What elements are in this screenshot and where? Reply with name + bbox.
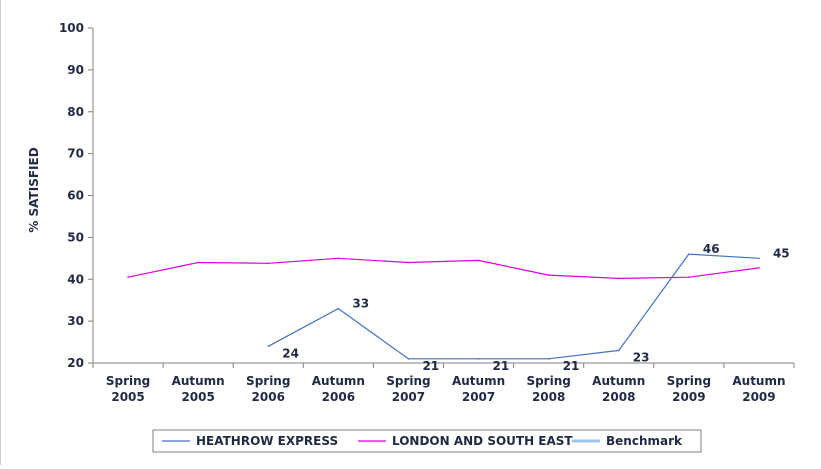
x-tick-label-line: Spring <box>667 374 711 388</box>
x-tick-label: Spring 2007 <box>386 374 430 404</box>
x-tick-label: Autumn 2008 <box>592 374 645 404</box>
y-tick-label: 60 <box>67 189 84 203</box>
x-tick-label: Autumn 2005 <box>172 374 225 404</box>
data-label: 45 <box>773 246 790 260</box>
x-tick-label-line: Spring <box>246 374 290 388</box>
data-point <box>758 267 760 269</box>
y-tick-label: 30 <box>67 314 84 328</box>
x-tick-label-line: Autumn <box>452 374 505 388</box>
data-point <box>267 345 270 348</box>
data-label: 23 <box>633 350 650 364</box>
data-point <box>477 358 480 360</box>
legend: HEATHROW EXPRESS LONDON AND SOUTH EAST Ben… <box>152 429 702 453</box>
x-tick-label: Spring 2006 <box>246 374 290 404</box>
x-tick-label: Autumn 2007 <box>452 374 505 404</box>
data-point <box>267 262 270 265</box>
series-line-0 <box>268 253 759 360</box>
x-tick-label-line: Autumn <box>732 374 785 388</box>
data-point <box>617 277 620 280</box>
legend-label: HEATHROW EXPRESS <box>196 434 338 448</box>
data-label: 21 <box>493 359 510 373</box>
data-point <box>407 358 410 360</box>
data-point <box>337 307 340 310</box>
data-point <box>197 261 199 264</box>
data-point <box>127 276 129 278</box>
y-tick-label: 100 <box>59 21 84 35</box>
x-tick-label: Spring 2005 <box>106 374 150 404</box>
data-point <box>407 261 410 264</box>
data-point <box>337 257 340 260</box>
x-tick-label: Spring 2009 <box>667 374 711 404</box>
x-tick-label-line: 2008 <box>602 390 635 404</box>
x-tick-label-line: 2005 <box>111 390 144 404</box>
x-tick-label-line: 2007 <box>462 390 495 404</box>
legend-label: LONDON AND SOUTH EAST <box>392 434 573 448</box>
x-tick-label-line: 2007 <box>392 390 425 404</box>
data-label: 24 <box>282 346 299 360</box>
data-point <box>547 358 550 360</box>
x-tick-label: Autumn 2009 <box>732 374 785 404</box>
x-tick-label-line: Autumn <box>592 374 645 388</box>
y-tick-label: 80 <box>67 105 84 119</box>
x-tick-label-line: Spring <box>106 374 150 388</box>
data-label: 46 <box>703 242 720 256</box>
x-tick-label-line: Spring <box>386 374 430 388</box>
x-tick-label-line: Spring <box>526 374 570 388</box>
data-point <box>758 257 760 260</box>
data-label: 33 <box>352 297 369 311</box>
y-tick-label: 40 <box>67 272 84 286</box>
data-point <box>688 253 690 255</box>
y-tick-label: 90 <box>67 63 84 77</box>
y-tick-label: 70 <box>67 147 84 161</box>
data-point <box>688 276 690 278</box>
data-point <box>477 259 480 262</box>
x-tick-label-line: Autumn <box>312 374 365 388</box>
data-labels: 24 33 21 21 21 23 46 45 <box>282 242 789 373</box>
x-tick-label-line: 2005 <box>181 390 214 404</box>
x-tick-label-line: 2006 <box>322 390 355 404</box>
y-tick-label: 20 <box>67 356 84 370</box>
data-point <box>617 349 620 352</box>
x-tick-label-line: 2009 <box>742 390 775 404</box>
x-tick-label-line: Autumn <box>172 374 225 388</box>
y-tick-label: 50 <box>67 230 84 244</box>
data-point <box>547 274 550 276</box>
data-label: 21 <box>422 359 439 373</box>
x-tick-label: Autumn 2006 <box>312 374 365 404</box>
x-tick-label-line: 2006 <box>252 390 285 404</box>
data-label: 21 <box>563 359 580 373</box>
legend-label: Benchmark <box>606 434 683 448</box>
x-tick-label-line: 2008 <box>532 390 565 404</box>
legend-box <box>152 429 702 453</box>
x-tick-label: Spring 2008 <box>526 374 570 404</box>
series-layer <box>127 253 760 360</box>
y-axis-title: % SATISFIED <box>27 147 41 232</box>
series-line-1 <box>127 257 759 280</box>
x-tick-label-line: 2009 <box>672 390 705 404</box>
